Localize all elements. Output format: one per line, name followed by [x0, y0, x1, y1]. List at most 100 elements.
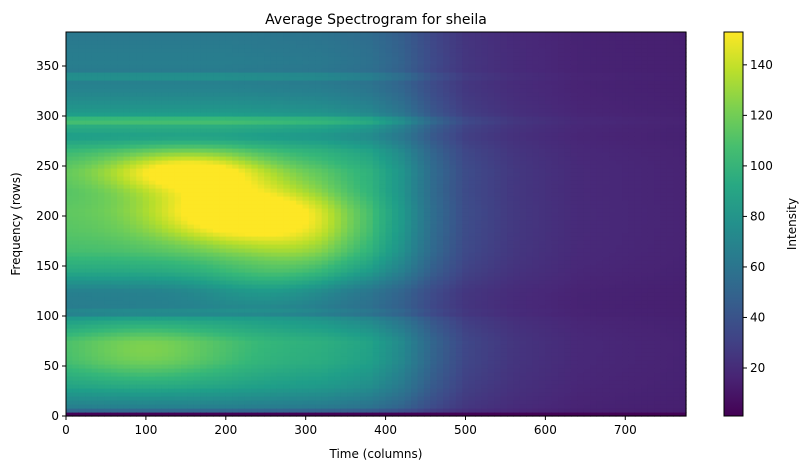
heatmap-cell [347, 152, 355, 157]
heatmap-cell [238, 140, 246, 145]
heatmap-cell [104, 348, 112, 353]
heatmap-cell [283, 336, 291, 341]
heatmap-cell [206, 372, 214, 377]
heatmap-cell [129, 200, 137, 205]
heatmap-cell [155, 288, 163, 293]
heatmap-cell [78, 372, 86, 377]
heatmap-cell [302, 348, 310, 353]
heatmap-cell [78, 52, 86, 57]
heatmap-cell [296, 168, 304, 173]
heatmap-cell [334, 364, 342, 369]
heatmap-cell [372, 136, 380, 141]
heatmap-cell [257, 232, 265, 237]
heatmap-cell [238, 340, 246, 345]
heatmap-cell [353, 300, 361, 305]
heatmap-cell [123, 96, 131, 101]
heatmap-cell [142, 412, 150, 417]
heatmap-cell [72, 188, 80, 193]
heatmap-cell [289, 336, 297, 341]
heatmap-cell [334, 408, 342, 413]
heatmap-cell [168, 368, 176, 373]
heatmap-cell [321, 52, 329, 57]
heatmap-cell [97, 276, 105, 281]
heatmap-cell [117, 292, 125, 297]
heatmap-cell [200, 152, 208, 157]
heatmap-cell [85, 44, 93, 49]
heatmap-cell [360, 132, 368, 137]
heatmap-cell [110, 180, 118, 185]
heatmap-cell [142, 84, 150, 89]
heatmap-cell [232, 332, 240, 337]
heatmap-cell [174, 260, 182, 265]
heatmap-cell [251, 276, 259, 281]
heatmap-cell [328, 208, 336, 213]
heatmap-cell [328, 388, 336, 393]
heatmap-cell [123, 340, 131, 345]
heatmap-cell [238, 332, 246, 337]
heatmap-cell [289, 392, 297, 397]
heatmap-cell [72, 328, 80, 333]
heatmap-cell [289, 352, 297, 357]
heatmap-cell [257, 372, 265, 377]
heatmap-cell [213, 216, 220, 221]
heatmap-cell [213, 40, 220, 45]
heatmap-cell [225, 256, 233, 261]
heatmap-cell [372, 260, 380, 265]
heatmap-cell [129, 152, 137, 157]
heatmap-cell [104, 268, 112, 273]
heatmap-cell [161, 308, 169, 313]
heatmap-cell [302, 164, 310, 169]
heatmap-cell [244, 84, 252, 89]
heatmap-cell [129, 288, 137, 293]
heatmap-cell [296, 44, 304, 49]
heatmap-cell [257, 276, 265, 281]
heatmap-cell [123, 240, 131, 245]
heatmap-cell [264, 316, 272, 321]
heatmap-cell [85, 240, 93, 245]
heatmap-cell [270, 236, 278, 241]
heatmap-cell [353, 276, 361, 281]
heatmap-cell [181, 140, 189, 145]
heatmap-cell [334, 88, 342, 93]
heatmap-cell [270, 364, 278, 369]
heatmap-cell [219, 276, 227, 281]
heatmap-cell [161, 76, 169, 81]
heatmap-cell [213, 36, 220, 41]
heatmap-cell [340, 348, 348, 353]
heatmap-cell [276, 136, 284, 141]
heatmap-cell [289, 244, 297, 249]
heatmap-cell [302, 44, 310, 49]
heatmap-cell [200, 88, 208, 93]
heatmap-cell [321, 176, 329, 181]
heatmap-cell [232, 156, 240, 161]
heatmap-cell [366, 116, 374, 121]
heatmap-cell [181, 248, 189, 253]
heatmap-cell [168, 268, 176, 273]
heatmap-cell [328, 312, 336, 317]
heatmap-cell [232, 368, 240, 373]
heatmap-cell [213, 320, 220, 325]
heatmap-cell [104, 188, 112, 193]
heatmap-cell [142, 188, 150, 193]
heatmap-cell [200, 192, 208, 197]
heatmap-cell [85, 208, 93, 213]
heatmap-cell [123, 404, 131, 409]
heatmap-cell [302, 232, 310, 237]
heatmap-cell [283, 368, 291, 373]
heatmap-cell [85, 32, 93, 37]
heatmap-cell [372, 56, 380, 61]
heatmap-cell [353, 136, 361, 141]
heatmap-cell [308, 212, 316, 217]
heatmap-cell [97, 384, 105, 389]
heatmap-cell [321, 356, 329, 361]
heatmap-cell [321, 144, 329, 149]
heatmap-cell [251, 80, 259, 85]
heatmap-cell [251, 308, 259, 313]
heatmap-cell [155, 124, 163, 129]
heatmap-cell [372, 376, 380, 381]
heatmap-cell [289, 276, 297, 281]
heatmap-cell [251, 32, 259, 37]
heatmap-cell [66, 200, 73, 205]
heatmap-cell [187, 64, 195, 69]
heatmap-cell [117, 356, 125, 361]
